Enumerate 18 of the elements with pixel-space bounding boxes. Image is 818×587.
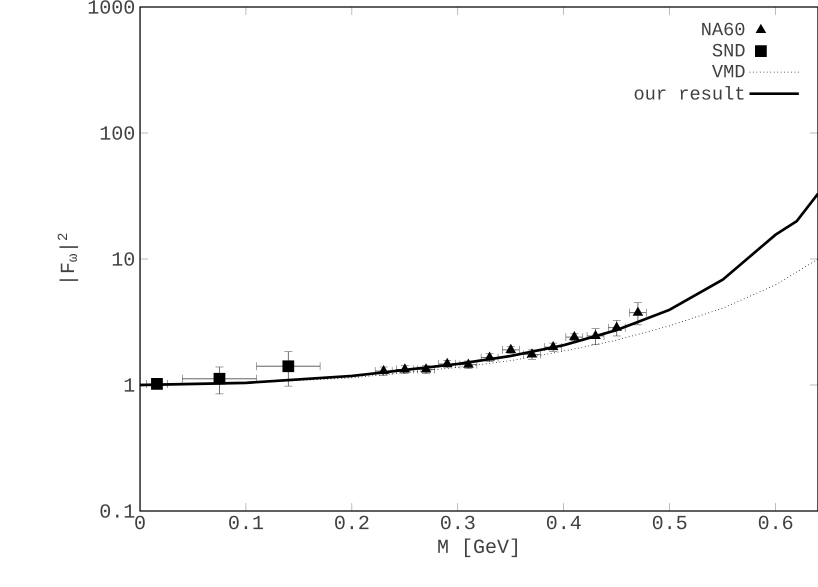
y-tick-label: 0.1 — [100, 504, 134, 518]
x-tick-label: 0.3 — [441, 516, 475, 530]
x-tick-label: 0.1 — [229, 516, 263, 530]
y-tick-label: 1000 — [88, 0, 134, 14]
x-axis-title: M [GeV] — [438, 538, 517, 558]
legend-label: our result — [634, 86, 744, 100]
legend-label: SND — [712, 44, 745, 57]
x-tick-label: 0.5 — [652, 516, 686, 530]
legend-label: VMD — [712, 64, 745, 78]
x-tick-label: 0 — [135, 516, 145, 530]
x-tick-label: 0.4 — [546, 516, 581, 530]
y-tick-label: 10 — [112, 252, 134, 266]
x-tick-label: 0.6 — [758, 516, 792, 530]
y-tick-label: 100 — [100, 126, 134, 140]
legend-label: NA60 — [702, 22, 744, 36]
x-tick-label: 0.2 — [335, 516, 368, 530]
y-axis-title: |F$_{ω}$|$^{2}$ — [58, 234, 78, 281]
y-tick-label: 1 — [124, 378, 134, 392]
